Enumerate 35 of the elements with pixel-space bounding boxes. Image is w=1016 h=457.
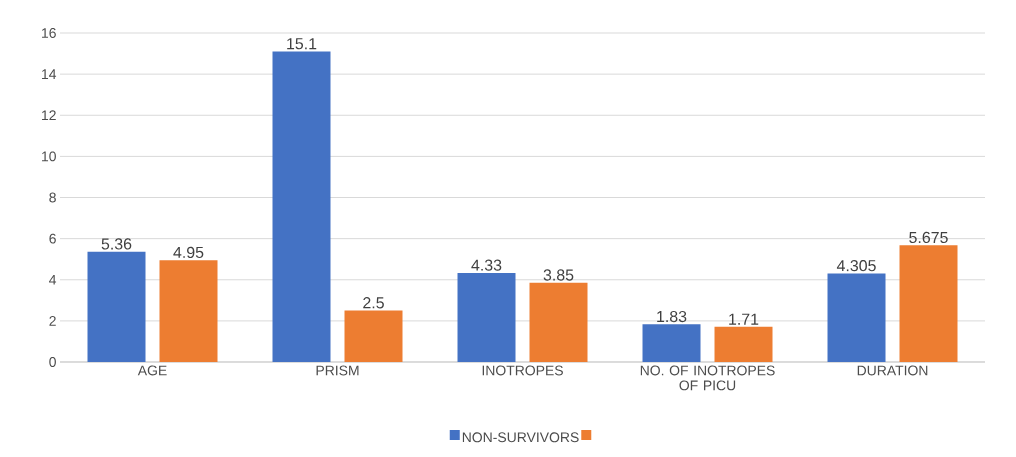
data-label: 4.305 (836, 260, 876, 272)
x-tick-label: NO. OF INOTROPES OF PICU (640, 365, 775, 391)
x-tick-label: INOTROPES (482, 365, 563, 376)
data-label: 3.85 (543, 269, 574, 281)
x-tick-label: PRISM (316, 365, 359, 376)
bar (714, 326, 773, 362)
x-tick-label: AGE (137, 365, 167, 376)
data-label: 1.83 (657, 310, 687, 323)
data-label: 4.95 (173, 246, 204, 259)
x-tick-label: DURATION (857, 365, 928, 376)
data-label: 1.71 (729, 313, 759, 325)
bar (827, 273, 886, 362)
data-label: 15.1 (287, 38, 317, 50)
bar (87, 251, 146, 362)
data-label: 5.36 (101, 238, 132, 250)
y-tick-label: 14 (42, 69, 57, 79)
bar (899, 245, 958, 362)
bar (272, 51, 331, 362)
bar (159, 260, 218, 362)
data-label: 4.33 (471, 259, 502, 271)
y-tick-label: 0 (49, 357, 56, 367)
bar (344, 310, 403, 362)
bar (529, 282, 588, 362)
y-tick-label: 10 (42, 151, 56, 162)
y-tick-label: 12 (42, 110, 56, 121)
y-tick-label: 4 (49, 274, 57, 285)
bar (457, 272, 516, 362)
y-tick-label: 16 (42, 28, 56, 38)
y-tick-label: 2 (49, 315, 56, 326)
legend-label: NON-SURVIVORS (462, 432, 579, 443)
data-label: 2.5 (363, 297, 384, 309)
data-label: 5.675 (909, 231, 948, 244)
y-tick-label: 8 (49, 192, 56, 203)
bar (642, 324, 701, 362)
y-tick-label: 6 (49, 233, 56, 244)
